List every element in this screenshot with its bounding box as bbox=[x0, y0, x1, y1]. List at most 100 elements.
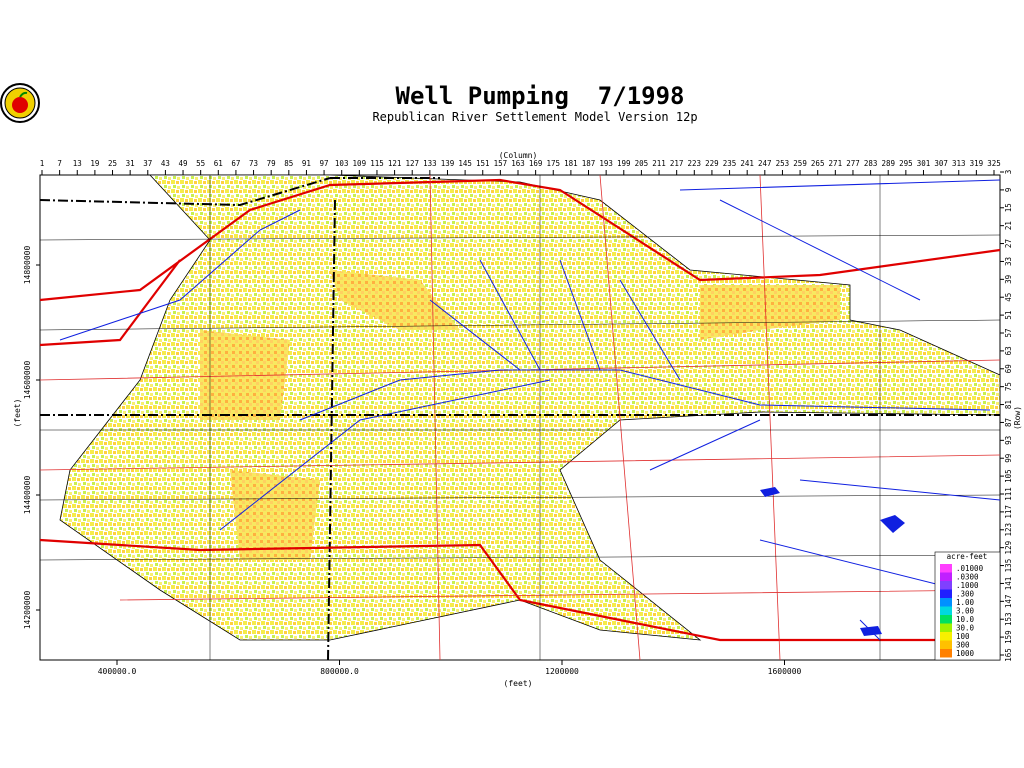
column-tick-label: 175 bbox=[546, 159, 560, 168]
x-feet-label: 1600000 bbox=[768, 667, 802, 676]
legend-label: 30.0 bbox=[956, 624, 975, 633]
legend-swatch bbox=[940, 598, 952, 607]
column-tick-label: 49 bbox=[179, 159, 188, 168]
county-line bbox=[39, 175, 1001, 660]
column-tick-label: 1 bbox=[40, 159, 45, 168]
column-tick-label: 61 bbox=[214, 159, 223, 168]
column-tick-label: 25 bbox=[108, 159, 117, 168]
legend-swatch bbox=[940, 606, 952, 615]
column-tick-label: 103 bbox=[335, 159, 349, 168]
column-tick-label: 181 bbox=[564, 159, 578, 168]
row-tick-label: 147 bbox=[1004, 595, 1013, 609]
column-tick-label: 247 bbox=[758, 159, 772, 168]
column-tick-label: 283 bbox=[864, 159, 878, 168]
state-boundary bbox=[39, 177, 1000, 416]
column-tick-label: 157 bbox=[494, 159, 508, 168]
legend-swatch bbox=[940, 623, 952, 632]
y-feet-label: 14800000 bbox=[23, 246, 32, 285]
row-tick-label: 75 bbox=[1004, 382, 1013, 391]
column-tick-label: 133 bbox=[423, 159, 437, 168]
legend-label: 10.0 bbox=[956, 615, 975, 624]
column-tick-label: 73 bbox=[249, 159, 258, 168]
column-tick-label: 91 bbox=[302, 159, 311, 168]
column-tick-label: 229 bbox=[705, 159, 719, 168]
legend-label: .300 bbox=[956, 590, 975, 599]
legend-label: .0300 bbox=[956, 573, 979, 582]
column-tick-label: 67 bbox=[231, 159, 240, 168]
column-tick-label: 301 bbox=[917, 159, 931, 168]
column-tick-label: 289 bbox=[881, 159, 895, 168]
row-tick-label: 15 bbox=[1004, 203, 1013, 212]
column-tick-label: 211 bbox=[652, 159, 666, 168]
row-tick-label: 111 bbox=[1004, 487, 1013, 501]
column-tick-label: 277 bbox=[846, 159, 860, 168]
column-tick-label: 187 bbox=[582, 159, 596, 168]
row-tick-label: 123 bbox=[1004, 523, 1013, 537]
map-area bbox=[39, 174, 1001, 661]
row-tick-label: 9 bbox=[1004, 188, 1013, 193]
row-tick-label: 21 bbox=[1004, 221, 1013, 230]
legend-label: .01000 bbox=[956, 564, 984, 573]
x-axis-label: (feet) bbox=[504, 679, 533, 688]
column-tick-label: 217 bbox=[670, 159, 684, 168]
row-tick-label: 45 bbox=[1004, 293, 1013, 302]
row-tick-label: 63 bbox=[1004, 346, 1013, 355]
column-tick-label: 37 bbox=[143, 159, 152, 168]
row-tick-label: 93 bbox=[1004, 436, 1013, 445]
row-tick-label: 105 bbox=[1004, 469, 1013, 483]
legend-swatch bbox=[940, 572, 952, 581]
column-tick-label: 97 bbox=[320, 159, 329, 168]
legend-label: 1.00 bbox=[956, 598, 975, 607]
legend-label: 300 bbox=[956, 641, 970, 650]
y-feet-label: 14400000 bbox=[23, 476, 32, 515]
row-tick-label: 39 bbox=[1004, 275, 1013, 284]
y-axis-label: (feet) bbox=[13, 399, 22, 428]
y-feet-label: 14600000 bbox=[23, 361, 32, 400]
row-tick-label: 117 bbox=[1004, 505, 1013, 519]
row-tick-label: 3 bbox=[1004, 170, 1013, 175]
column-tick-label: 313 bbox=[952, 159, 966, 168]
column-tick-label: 79 bbox=[267, 159, 276, 168]
column-tick-label: 19 bbox=[90, 159, 99, 168]
legend-swatch bbox=[940, 615, 952, 624]
row-tick-label: 57 bbox=[1004, 328, 1013, 337]
subtitle: Republican River Settlement Model Versio… bbox=[372, 110, 697, 124]
legend-label: 100 bbox=[956, 632, 970, 641]
column-tick-label: 7 bbox=[57, 159, 62, 168]
column-tick-label: 295 bbox=[899, 159, 913, 168]
column-tick-label: 55 bbox=[196, 159, 205, 168]
column-tick-label: 235 bbox=[723, 159, 737, 168]
legend-swatch bbox=[940, 581, 952, 590]
row-tick-label: 135 bbox=[1004, 559, 1013, 573]
column-tick-label: 163 bbox=[511, 159, 525, 168]
row-tick-label: 27 bbox=[1004, 239, 1013, 248]
heavy-pumping bbox=[200, 270, 840, 560]
column-tick-label: 169 bbox=[529, 159, 543, 168]
column-tick-label: 307 bbox=[934, 159, 948, 168]
legend-label: 1000 bbox=[956, 649, 975, 658]
row-tick-label: 87 bbox=[1004, 418, 1013, 427]
column-tick-label: 121 bbox=[388, 159, 402, 168]
column-tick-label: 151 bbox=[476, 159, 490, 168]
legend-swatch bbox=[940, 589, 952, 598]
row-axis-label: (Row) bbox=[1013, 406, 1022, 430]
legend-label: .1000 bbox=[956, 581, 979, 590]
row-tick-label: 153 bbox=[1004, 612, 1013, 626]
column-tick-label: 241 bbox=[740, 159, 754, 168]
column-tick-label: 139 bbox=[441, 159, 455, 168]
column-axis-label: (Column) bbox=[499, 151, 538, 160]
column-tick-label: 265 bbox=[811, 159, 825, 168]
title: Well Pumping 7/1998 bbox=[396, 82, 685, 110]
y-feet-label: 14200000 bbox=[23, 591, 32, 630]
legend-swatch bbox=[940, 649, 952, 658]
column-tick-label: 193 bbox=[599, 159, 613, 168]
highway bbox=[39, 178, 1001, 642]
column-tick-label: 127 bbox=[405, 159, 419, 168]
row-tick-label: 129 bbox=[1004, 541, 1013, 555]
legend-swatch bbox=[940, 632, 952, 641]
river bbox=[59, 179, 1001, 641]
column-tick-label: 319 bbox=[970, 159, 984, 168]
row-tick-label: 51 bbox=[1004, 311, 1013, 320]
column-tick-label: 271 bbox=[829, 159, 843, 168]
